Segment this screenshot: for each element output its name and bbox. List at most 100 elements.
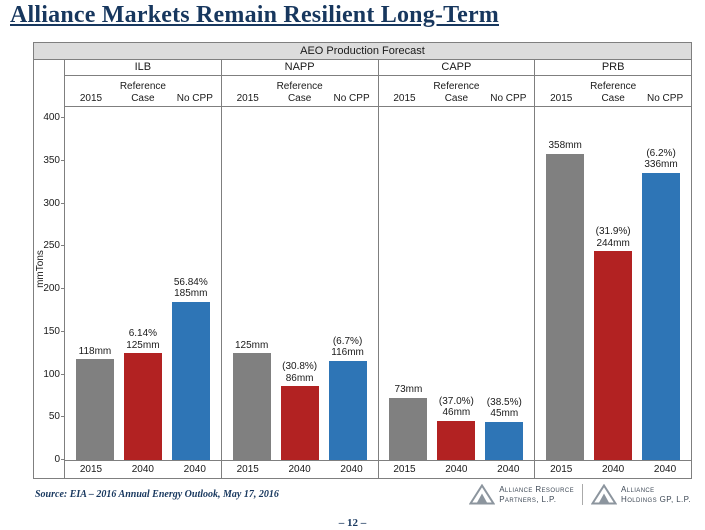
x-axis-labels: 2015 2040 2040 [535, 460, 691, 478]
bar [123, 353, 162, 460]
group-name: NAPP [221, 60, 378, 76]
column-header: Reference Case [119, 81, 166, 104]
chart-title: AEO Production Forecast [34, 43, 691, 60]
x-axis-label: 2015 [393, 464, 416, 475]
x-axis-label: 2015 [79, 464, 103, 475]
y-tick-mark [61, 416, 64, 418]
basin-group-capp: CAPP 2015 Reference Case No CPP 73mm (37.0%) 4… [378, 60, 536, 478]
y-tick-mark [61, 330, 64, 332]
logo-text: Alliance Holdings GP, L.P. [621, 485, 691, 504]
y-tick-mark [61, 288, 64, 289]
y-tick-mark [61, 245, 64, 247]
column-headers: 2015 Reference Case No CPP [535, 76, 691, 107]
page-title: Alliance Markets Remain Resilient Long-T… [10, 2, 499, 28]
bar-nocpp: (6.2%) 336mm [639, 148, 683, 460]
column-header: No CPP [646, 92, 684, 104]
bar-value-label: (37.0%) 46mm [438, 395, 474, 419]
bar-value-label: 118mm [78, 345, 112, 357]
column-header: 2015 [236, 92, 259, 104]
y-tick-label: 300 [43, 197, 60, 209]
chart-content: mmTons 0 50 100 150 200 250 300 350 400 ILB 2015 R… [34, 60, 691, 478]
y-tick-label: 400 [43, 112, 60, 123]
bar-y2015: 73mm [386, 384, 430, 460]
bar [328, 360, 367, 460]
bar [75, 359, 114, 460]
bar-y2015: 358mm [543, 140, 587, 460]
bar [642, 172, 681, 460]
basin-group-ilb: ILB 2015 Reference Case No CPP 118mm 6.14% 125… [65, 60, 222, 478]
logo-text-line: Partners, L.P. [499, 494, 557, 504]
column-header: 2015 [550, 92, 573, 104]
logo-alliance-holdings: Alliance Holdings GP, L.P. [582, 484, 699, 505]
bars-area: 125mm (30.8%) 86mm (6.7%) 116mm [222, 107, 378, 460]
x-axis-label: 2040 [602, 464, 625, 475]
group-name: ILB [65, 60, 221, 76]
x-axis-label: 2040 [340, 464, 363, 475]
bar [232, 353, 271, 460]
bar-value-label: 73mm [394, 384, 423, 396]
y-tick-mark [61, 373, 64, 375]
bar-nocpp: 56.84% 185mm [169, 277, 213, 460]
column-header: No CPP [490, 92, 527, 104]
bar-value-label: 125mm [235, 339, 269, 351]
bar-y2015: 118mm [73, 346, 117, 460]
y-tick-mark [61, 202, 64, 204]
y-tick-label: 200 [43, 283, 60, 294]
bar [171, 301, 210, 460]
logos: Alliance Resource Partners, L.P. Allianc… [461, 484, 699, 505]
bar [546, 153, 585, 460]
column-headers: 2015 Reference Case No CPP [221, 76, 378, 107]
y-tick-mark [61, 159, 64, 161]
logo-alliance-resource-partners: Alliance Resource Partners, L.P. [461, 484, 582, 505]
column-header: Reference Case [276, 81, 323, 104]
x-axis-label: 2040 [445, 464, 468, 475]
production-forecast-chart: AEO Production Forecast mmTons 0 50 100 150… [33, 42, 692, 479]
bar-reference: (30.8%) 86mm [278, 361, 322, 460]
y-tick-label: 250 [43, 240, 60, 252]
column-header: No CPP [333, 92, 370, 104]
x-axis-label: 2015 [550, 464, 573, 475]
y-tick-mark [61, 459, 64, 460]
chart-groups: ILB 2015 Reference Case No CPP 118mm 6.14% 125… [64, 60, 691, 478]
y-tick-label: 350 [43, 154, 60, 166]
bars-area: 73mm (37.0%) 46mm (38.5%) 45mm [379, 107, 535, 460]
logo-text-line: Alliance [621, 484, 655, 494]
bar-reference: (37.0%) 46mm [434, 396, 478, 460]
bar [594, 251, 633, 460]
basin-group-prb: PRB 2015 Reference Case No CPP 358mm (31.9%) 2… [535, 60, 691, 478]
basin-group-napp: NAPP 2015 Reference Case No CPP 125mm (30.8%)… [221, 60, 379, 478]
bar [485, 421, 524, 460]
x-axis-labels: 2015 2040 2040 [221, 460, 378, 478]
logo-text-line: Alliance Resource [499, 484, 575, 494]
group-name: CAPP [378, 60, 535, 76]
x-axis-label: 2015 [236, 464, 259, 475]
bar [389, 397, 428, 460]
bar-reference: (31.9%) 244mm [591, 226, 635, 460]
x-axis-label: 2040 [131, 464, 154, 475]
column-header: No CPP [176, 92, 213, 104]
bar-value-label: 56.84% 185mm [173, 276, 208, 300]
x-axis-label: 2040 [497, 464, 520, 475]
x-axis-label: 2040 [183, 464, 206, 475]
column-header: Reference Case [433, 81, 480, 104]
triangle-logo-icon [469, 484, 496, 505]
column-header: 2015 [79, 92, 103, 104]
bar-value-label: (6.2%) 336mm [644, 147, 678, 171]
bar-nocpp: (6.7%) 116mm [326, 336, 370, 460]
x-axis-labels: 2015 2040 2040 [65, 460, 221, 478]
bar-nocpp: (38.5%) 45mm [482, 397, 526, 460]
column-header: Reference Case [590, 81, 637, 104]
logo-text-line: Holdings GP, L.P. [621, 494, 691, 504]
triangle-logo-icon [591, 484, 618, 505]
bars-area: 118mm 6.14% 125mm 56.84% 185mm [65, 107, 221, 460]
bar-value-label: (31.9%) 244mm [595, 226, 631, 249]
bar-value-label: 358mm [548, 140, 582, 152]
bar-y2015: 125mm [230, 340, 274, 460]
logo-text: Alliance Resource Partners, L.P. [499, 485, 574, 504]
source-note: Source: EIA – 2016 Annual Energy Outlook… [35, 489, 279, 500]
column-header: 2015 [393, 92, 416, 104]
x-axis-labels: 2015 2040 2040 [378, 460, 535, 478]
y-axis: mmTons 0 50 100 150 200 250 300 350 400 [34, 60, 64, 478]
bar [280, 386, 319, 460]
